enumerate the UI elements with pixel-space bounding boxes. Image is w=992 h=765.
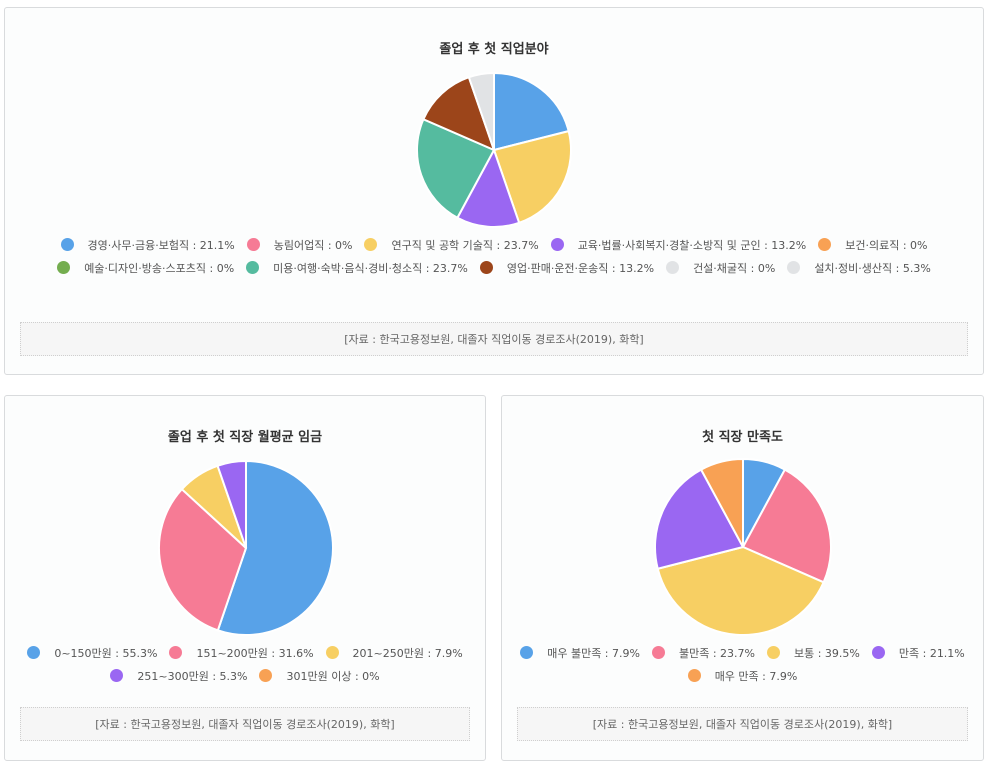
pie-slice-교육-법률-사회복지-경찰-소방직-및-군인[interactable] xyxy=(456,147,521,228)
legend-color-dot xyxy=(766,646,780,659)
chart-card-salary: 졸업 후 첫 직장 월평균 임금 0~150만원 : 55.3% 151~200만… xyxy=(4,395,486,761)
source-note: [자료 : 한국고용정보원, 대졸자 직업이동 경로조사(2019), 화학] xyxy=(517,707,968,741)
legend-color-dot xyxy=(169,646,183,659)
legend-item[interactable]: 매우 만족 : 7.9% xyxy=(687,665,798,688)
legend-salary: 0~150만원 : 55.3% 151~200만원 : 31.6% 201~250만… xyxy=(15,642,475,688)
legend-job-field: 경영·사무·금융·보험직 : 21.1% 농림어업직 : 0% 연구직 및 공학 기… xyxy=(15,234,973,280)
legend-color-dot xyxy=(787,261,801,274)
legend-color-dot xyxy=(687,669,701,682)
legend-label: 예술·디자인·방송·스포츠직 : 0% xyxy=(84,262,235,275)
legend-label: 설치·정비·생산직 : 5.3% xyxy=(814,262,931,275)
legend-color-dot xyxy=(259,669,273,682)
legend-item[interactable]: 301만원 이상 : 0% xyxy=(259,665,380,688)
source-note: [자료 : 한국고용정보원, 대졸자 직업이동 경로조사(2019), 화학] xyxy=(20,707,470,741)
pie-slice-보통[interactable] xyxy=(656,545,825,636)
pie-slice-만족[interactable] xyxy=(654,468,745,570)
source-note: [자료 : 한국고용정보원, 대졸자 직업이동 경로조사(2019), 화학] xyxy=(20,322,968,356)
legend-label: 건설·채굴직 : 0% xyxy=(693,262,776,275)
legend-label: 매우 만족 : 7.9% xyxy=(714,670,798,683)
legend-color-dot xyxy=(246,238,260,251)
legend-item[interactable]: 보건·의료직 : 0% xyxy=(818,234,927,257)
legend-color-dot xyxy=(818,238,832,251)
pie-chart-job-field xyxy=(416,71,572,228)
legend-color-dot xyxy=(479,261,493,274)
legend-label: 만족 : 21.1% xyxy=(898,647,965,660)
chart-title: 졸업 후 첫 직장 월평균 임금 xyxy=(167,430,323,445)
legend-label: 151~200만원 : 31.6% xyxy=(196,647,314,660)
legend-label: 미용·여행·숙박·음식·경비·청소직 : 23.7% xyxy=(273,262,468,275)
legend-label: 농림어업직 : 0% xyxy=(273,239,353,252)
legend-color-dot xyxy=(520,646,534,659)
pie-slice-251-300만원[interactable] xyxy=(216,459,247,549)
legend-satisfaction: 매우 불만족 : 7.9% 불만족 : 23.7% 보통 : 39.5% 만족 : 2… xyxy=(512,642,973,688)
legend-item[interactable]: 연구직 및 공학 기술직 : 23.7% xyxy=(364,234,539,257)
legend-item[interactable]: 예술·디자인·방송·스포츠직 : 0% xyxy=(57,257,234,280)
pie-slice-매우-만족[interactable] xyxy=(699,457,744,548)
chart-title: 졸업 후 첫 직업분야 xyxy=(439,42,549,57)
pie-slice-영업-판매-운전-운송직[interactable] xyxy=(422,75,496,152)
legend-item[interactable]: 매우 불만족 : 7.9% xyxy=(520,642,640,665)
legend-item[interactable]: 201~250만원 : 7.9% xyxy=(325,642,463,665)
legend-item[interactable]: 151~200만원 : 31.6% xyxy=(169,642,314,665)
legend-item[interactable]: 경영·사무·금융·보험직 : 21.1% xyxy=(60,234,235,257)
legend-item[interactable]: 251~300만원 : 5.3% xyxy=(110,665,247,688)
legend-label: 교육·법률·사회복지·경찰·소방직 및 군인 : 13.2% xyxy=(577,239,807,252)
legend-color-dot xyxy=(110,669,124,682)
legend-label: 불만족 : 23.7% xyxy=(678,647,755,660)
pie-slice-연구직-및-공학-기술직[interactable] xyxy=(492,129,572,225)
legend-item[interactable]: 설치·정비·생산직 : 5.3% xyxy=(787,257,931,280)
chart-card-job-field: 졸업 후 첫 직업분야 경영·사무·금융·보험직 : 21.1% 농림어업직 : … xyxy=(4,7,984,375)
pie-slice-151-200만원[interactable] xyxy=(158,487,248,632)
chart-card-satisfaction: 첫 직장 만족도 매우 불만족 : 7.9% 불만족 : 23.7% 보통 : 39… xyxy=(501,395,984,761)
pie-slice-설치-정비-생산직[interactable] xyxy=(467,71,495,151)
legend-label: 영업·판매·운전·운송직 : 13.2% xyxy=(506,262,655,275)
legend-color-dot xyxy=(57,261,71,274)
pie-slice-미용-여행-숙박-음식-경비-청소직[interactable] xyxy=(416,117,496,220)
legend-item[interactable]: 미용·여행·숙박·음식·경비·청소직 : 23.7% xyxy=(246,257,468,280)
legend-item[interactable]: 영업·판매·운전·운송직 : 13.2% xyxy=(479,257,655,280)
legend-color-dot xyxy=(364,238,378,251)
legend-item[interactable]: 교육·법률·사회복지·경찰·소방직 및 군인 : 13.2% xyxy=(550,234,807,257)
legend-label: 경영·사무·금융·보험직 : 21.1% xyxy=(87,239,235,252)
legend-color-dot xyxy=(550,238,564,251)
legend-color-dot xyxy=(871,646,885,659)
legend-color-dot xyxy=(60,238,74,251)
legend-color-dot xyxy=(325,646,339,659)
legend-label: 연구직 및 공학 기술직 : 23.7% xyxy=(391,239,539,252)
legend-color-dot xyxy=(651,646,665,659)
legend-color-dot xyxy=(27,646,41,659)
pie-chart-satisfaction xyxy=(654,457,832,636)
legend-label: 301만원 이상 : 0% xyxy=(286,670,380,683)
legend-label: 매우 불만족 : 7.9% xyxy=(547,647,640,660)
legend-color-dot xyxy=(246,261,260,274)
legend-item[interactable]: 만족 : 21.1% xyxy=(871,642,965,665)
legend-label: 보통 : 39.5% xyxy=(793,647,860,660)
legend-item[interactable]: 0~150만원 : 55.3% xyxy=(27,642,157,665)
legend-label: 0~150만원 : 55.3% xyxy=(54,647,158,660)
legend-label: 보건·의료직 : 0% xyxy=(845,239,928,252)
legend-item[interactable]: 농림어업직 : 0% xyxy=(246,234,353,257)
legend-item[interactable]: 건설·채굴직 : 0% xyxy=(666,257,775,280)
pie-slice-경영-사무-금융-보험직[interactable] xyxy=(493,71,570,152)
pie-chart-salary xyxy=(158,459,334,636)
legend-item[interactable]: 보통 : 39.5% xyxy=(766,642,860,665)
legend-item[interactable]: 불만족 : 23.7% xyxy=(651,642,755,665)
chart-title: 첫 직장 만족도 xyxy=(702,430,783,445)
legend-color-dot xyxy=(666,261,680,274)
legend-label: 251~300만원 : 5.3% xyxy=(137,670,248,683)
legend-label: 201~250만원 : 7.9% xyxy=(352,647,463,660)
pie-slice-불만족[interactable] xyxy=(741,468,832,584)
